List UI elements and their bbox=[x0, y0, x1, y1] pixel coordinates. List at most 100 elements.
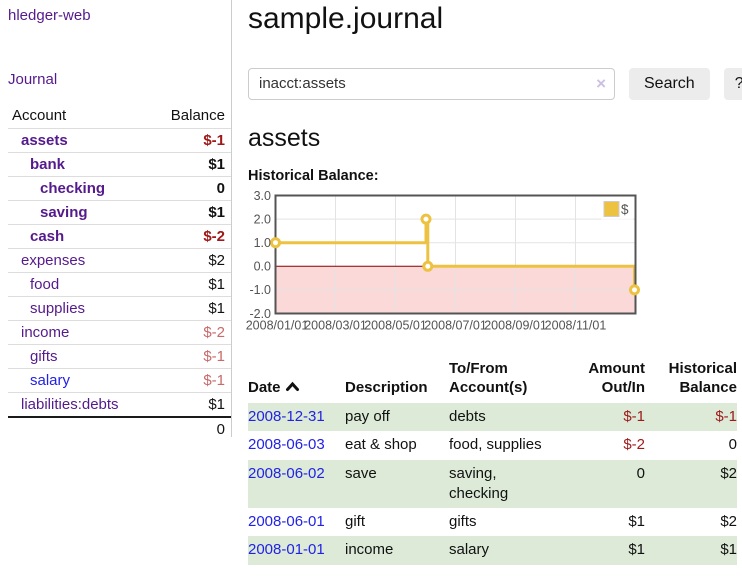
account-balance: $-2 bbox=[203, 228, 225, 245]
account-balance: $1 bbox=[208, 396, 225, 413]
date-column-header[interactable]: Date bbox=[248, 357, 345, 404]
transaction-row: 2008-06-02 save saving, checking 0 $2 bbox=[248, 459, 737, 509]
y-tick-label: -2.0 bbox=[249, 306, 271, 320]
transaction-amount: $1 bbox=[628, 541, 645, 559]
account-row: gifts $-1 bbox=[8, 344, 231, 369]
chart-title: Historical Balance: bbox=[248, 167, 379, 184]
transaction-accounts: food, supplies bbox=[449, 436, 542, 454]
account-link-salary[interactable]: salary bbox=[30, 372, 71, 389]
account-balance: $1 bbox=[208, 276, 225, 293]
y-tick-label: 2.0 bbox=[254, 212, 271, 226]
account-row: expenses $2 bbox=[8, 248, 231, 273]
transaction-balance: $2 bbox=[720, 513, 737, 531]
transaction-date-link[interactable]: 2008-01-01 bbox=[248, 541, 325, 559]
account-link-liabilities-debts[interactable]: liabilities:debts bbox=[21, 396, 119, 413]
account-link-expenses[interactable]: expenses bbox=[21, 252, 86, 269]
transaction-accounts: gifts bbox=[449, 513, 477, 531]
transaction-date-link[interactable]: 2008-12-31 bbox=[248, 408, 325, 426]
account-link-gifts[interactable]: gifts bbox=[30, 348, 58, 365]
accounts-total-row: 0 bbox=[8, 417, 231, 441]
search-button[interactable]: Search bbox=[629, 67, 710, 100]
account-row: income $-2 bbox=[8, 320, 231, 345]
account-balance: 0 bbox=[216, 180, 225, 197]
account-row: checking 0 bbox=[8, 176, 231, 201]
transaction-description: gift bbox=[345, 513, 366, 531]
account-balance: $1 bbox=[208, 156, 225, 173]
search-input[interactable] bbox=[248, 67, 615, 100]
chart-border bbox=[274, 194, 637, 314]
hledger-web-app: hledger-web Journal Account Balance asse… bbox=[0, 0, 742, 565]
x-tick-label: 2008/07/01 bbox=[424, 318, 487, 332]
chart-legend-label: $ bbox=[621, 202, 629, 217]
account-link-checking[interactable]: checking bbox=[40, 180, 106, 197]
transaction-balance: $1 bbox=[720, 541, 737, 559]
y-tick-label: 3.0 bbox=[254, 188, 271, 202]
chart-point bbox=[270, 236, 281, 248]
amount-column-header: Amount Out/In bbox=[588, 359, 645, 397]
transaction-amount: 0 bbox=[636, 464, 645, 482]
accounts-header-balance: Balance bbox=[170, 107, 225, 124]
account-row: supplies $1 bbox=[8, 296, 231, 321]
chart-point bbox=[629, 283, 640, 295]
x-tick-label: 2008/03/01 bbox=[304, 318, 367, 332]
account-link-bank[interactable]: bank bbox=[30, 156, 66, 173]
account-link-cash[interactable]: cash bbox=[30, 228, 65, 245]
x-tick-label: 2008/11/01 bbox=[545, 318, 607, 332]
y-tick-label: 1.0 bbox=[254, 236, 271, 250]
help-button[interactable]: ? bbox=[723, 67, 742, 100]
transaction-row: 2008-06-03 eat & shop food, supplies $-2… bbox=[248, 431, 737, 459]
account-row: saving $1 bbox=[8, 200, 231, 225]
transaction-date-link[interactable]: 2008-06-02 bbox=[248, 464, 325, 482]
transaction-description: income bbox=[345, 541, 394, 559]
transactions-table: Date Description To/From Account(s) Amou… bbox=[248, 357, 737, 565]
account-link-food[interactable]: food bbox=[30, 276, 60, 293]
accounts-total-balance: 0 bbox=[216, 421, 225, 438]
transaction-date-link[interactable]: 2008-06-01 bbox=[248, 513, 325, 531]
transaction-amount: $-1 bbox=[623, 408, 645, 426]
x-tick-label: 2008/09/01 bbox=[484, 318, 547, 332]
transaction-accounts: salary bbox=[449, 541, 490, 559]
account-balance: $1 bbox=[208, 204, 225, 221]
transaction-description: eat & shop bbox=[345, 436, 417, 454]
account-row: salary $-1 bbox=[8, 368, 231, 393]
account-link-assets[interactable]: assets bbox=[21, 132, 68, 149]
account-balance: $-1 bbox=[203, 348, 225, 365]
y-tick-label: 0.0 bbox=[254, 259, 271, 273]
search-form: × Search ? bbox=[248, 67, 742, 100]
account-balance: $1 bbox=[208, 300, 225, 317]
nav-journal-link[interactable]: Journal bbox=[8, 71, 58, 88]
x-tick-label: 2008/05/01 bbox=[364, 318, 427, 332]
app-title-link[interactable]: hledger-web bbox=[8, 7, 91, 24]
account-row: cash $-2 bbox=[8, 224, 231, 249]
account-row: liabilities:debts $1 bbox=[8, 392, 231, 418]
transaction-row: 2008-01-01 income salary $1 $1 bbox=[248, 536, 737, 565]
clear-search-icon[interactable]: × bbox=[596, 73, 606, 93]
account-row: assets $-1 bbox=[8, 128, 231, 153]
account-link-supplies[interactable]: supplies bbox=[30, 300, 86, 317]
y-tick-label: -1.0 bbox=[249, 283, 271, 297]
account-link-saving[interactable]: saving bbox=[40, 204, 88, 221]
transaction-row: 2008-12-31 pay off debts $-1 $-1 bbox=[248, 403, 737, 432]
date-column-label: Date bbox=[248, 379, 281, 397]
chart-legend-swatch bbox=[603, 200, 620, 217]
accounts-table: Account Balance assets $-1 bank $1 checkin… bbox=[8, 103, 231, 441]
transactions-header-row: Date Description To/From Account(s) Amou… bbox=[248, 357, 737, 404]
balance-chart: $ 3.0 2.0 1.0 0.0 -1.0 -2.0 2008/01/01 2… bbox=[246, 188, 640, 332]
transaction-row: 2008-06-01 gift gifts $1 $2 bbox=[248, 508, 737, 536]
section-title: assets bbox=[248, 123, 321, 152]
account-balance: $2 bbox=[208, 252, 225, 269]
transaction-accounts: debts bbox=[449, 408, 486, 426]
balance-column-header: Historical Balance bbox=[668, 359, 737, 397]
transaction-balance: $2 bbox=[720, 464, 737, 482]
account-row: food $1 bbox=[8, 272, 231, 297]
account-balance: $-1 bbox=[203, 372, 225, 389]
transaction-date-link[interactable]: 2008-06-03 bbox=[248, 436, 325, 454]
transaction-balance: $-1 bbox=[715, 408, 737, 426]
sidebar: hledger-web Journal Account Balance asse… bbox=[0, 0, 232, 438]
sort-ascending-icon bbox=[285, 382, 299, 392]
main-content: sample.journal × Search ? assets Histori… bbox=[232, 0, 742, 565]
accounts-header-account: Account bbox=[12, 107, 67, 124]
transaction-description: pay off bbox=[345, 408, 390, 426]
tofrom-column-header: To/From Account(s) bbox=[449, 359, 528, 397]
account-link-income[interactable]: income bbox=[21, 324, 70, 341]
